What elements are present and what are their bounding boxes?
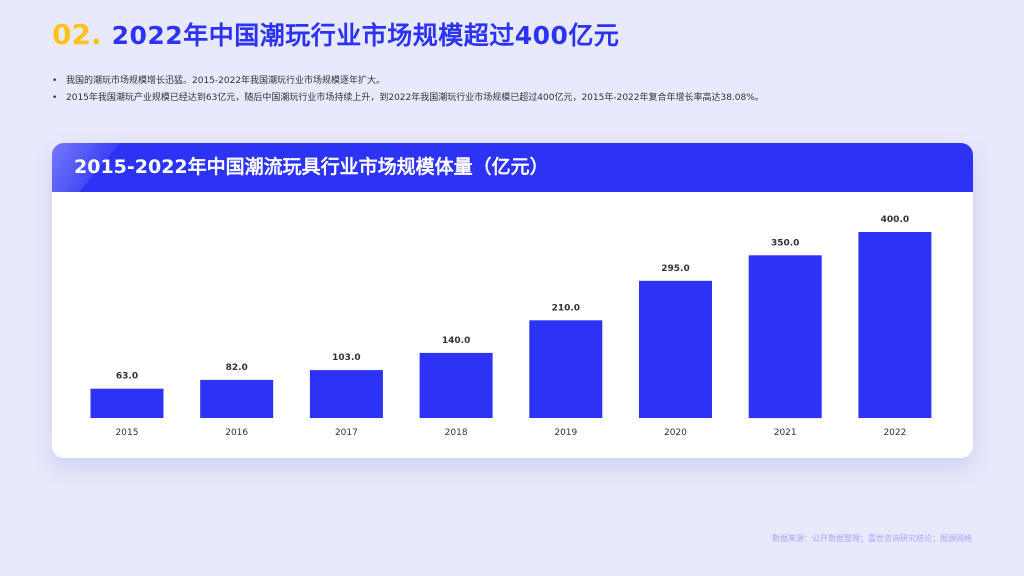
page-title-text: 2022年中国潮玩行业市场规模超过400亿元 — [111, 21, 620, 50]
page-title: 02. 2022年中国潮玩行业市场规模超过400亿元 — [52, 16, 619, 56]
bar-2016 — [200, 379, 274, 418]
section-number: 02. — [52, 18, 102, 51]
bullet-list: • 我国的潮玩市场规模增长迅猛。2015-2022年我国潮玩行业市场规模逐年扩大… — [52, 76, 992, 110]
source-note: 数据来源：公开数据整理；嘉世咨询研究结论；图源网络 — [772, 534, 972, 543]
bar-2022 — [858, 232, 932, 418]
x-tick-label-2022: 2022 — [883, 428, 906, 438]
chart-card: 2015-2022年中国潮流玩具行业市场规模体量（亿元） 63.0 2015 82.… — [52, 143, 973, 458]
x-tick-label-2016: 2016 — [225, 428, 248, 438]
bar-chart: 63.0 2015 82.0 2016 103.0 2017 140.0 2018 210.0 2… — [90, 215, 932, 438]
bullet-text: 2015年我国潮玩产业规模已经达到63亿元，随后中国潮玩行业市场持续上升，到20… — [66, 93, 764, 103]
x-tick-label-2015: 2015 — [116, 428, 139, 438]
bar-2020 — [639, 280, 712, 418]
chart-title: 2015-2022年中国潮流玩具行业市场规模体量（亿元） — [74, 156, 549, 178]
data-label-2016: 82.0 — [226, 363, 248, 373]
bullet-marker: • — [52, 93, 58, 103]
bullet-item: • 我国的潮玩市场规模增长迅猛。2015-2022年我国潮玩行业市场规模逐年扩大… — [52, 76, 992, 87]
data-label-2017: 103.0 — [332, 353, 360, 363]
data-label-2015: 63.0 — [116, 372, 138, 382]
bar-2018 — [419, 352, 493, 418]
data-label-2022: 400.0 — [881, 215, 909, 225]
bullet-item: • 2015年我国潮玩产业规模已经达到63亿元，随后中国潮玩行业市场持续上升，到… — [52, 93, 992, 104]
bar-2019 — [529, 320, 603, 418]
bar-2021 — [748, 255, 822, 419]
bullet-text: 我国的潮玩市场规模增长迅猛。2015-2022年我国潮玩行业市场规模逐年扩大。 — [66, 76, 386, 86]
x-tick-label-2018: 2018 — [445, 428, 468, 438]
chart-card-header: 2015-2022年中国潮流玩具行业市场规模体量（亿元） — [52, 143, 973, 192]
data-label-2020: 295.0 — [661, 264, 689, 274]
x-tick-label-2019: 2019 — [554, 428, 577, 438]
x-tick-label-2021: 2021 — [774, 428, 797, 438]
bar-2015 — [90, 388, 164, 418]
x-tick-label-2017: 2017 — [335, 428, 358, 438]
bullet-marker: • — [52, 76, 58, 86]
data-label-2018: 140.0 — [442, 336, 470, 346]
data-label-2019: 210.0 — [552, 303, 580, 313]
data-label-2021: 350.0 — [771, 238, 799, 248]
x-tick-label-2020: 2020 — [664, 428, 687, 438]
bar-2017 — [309, 370, 383, 418]
